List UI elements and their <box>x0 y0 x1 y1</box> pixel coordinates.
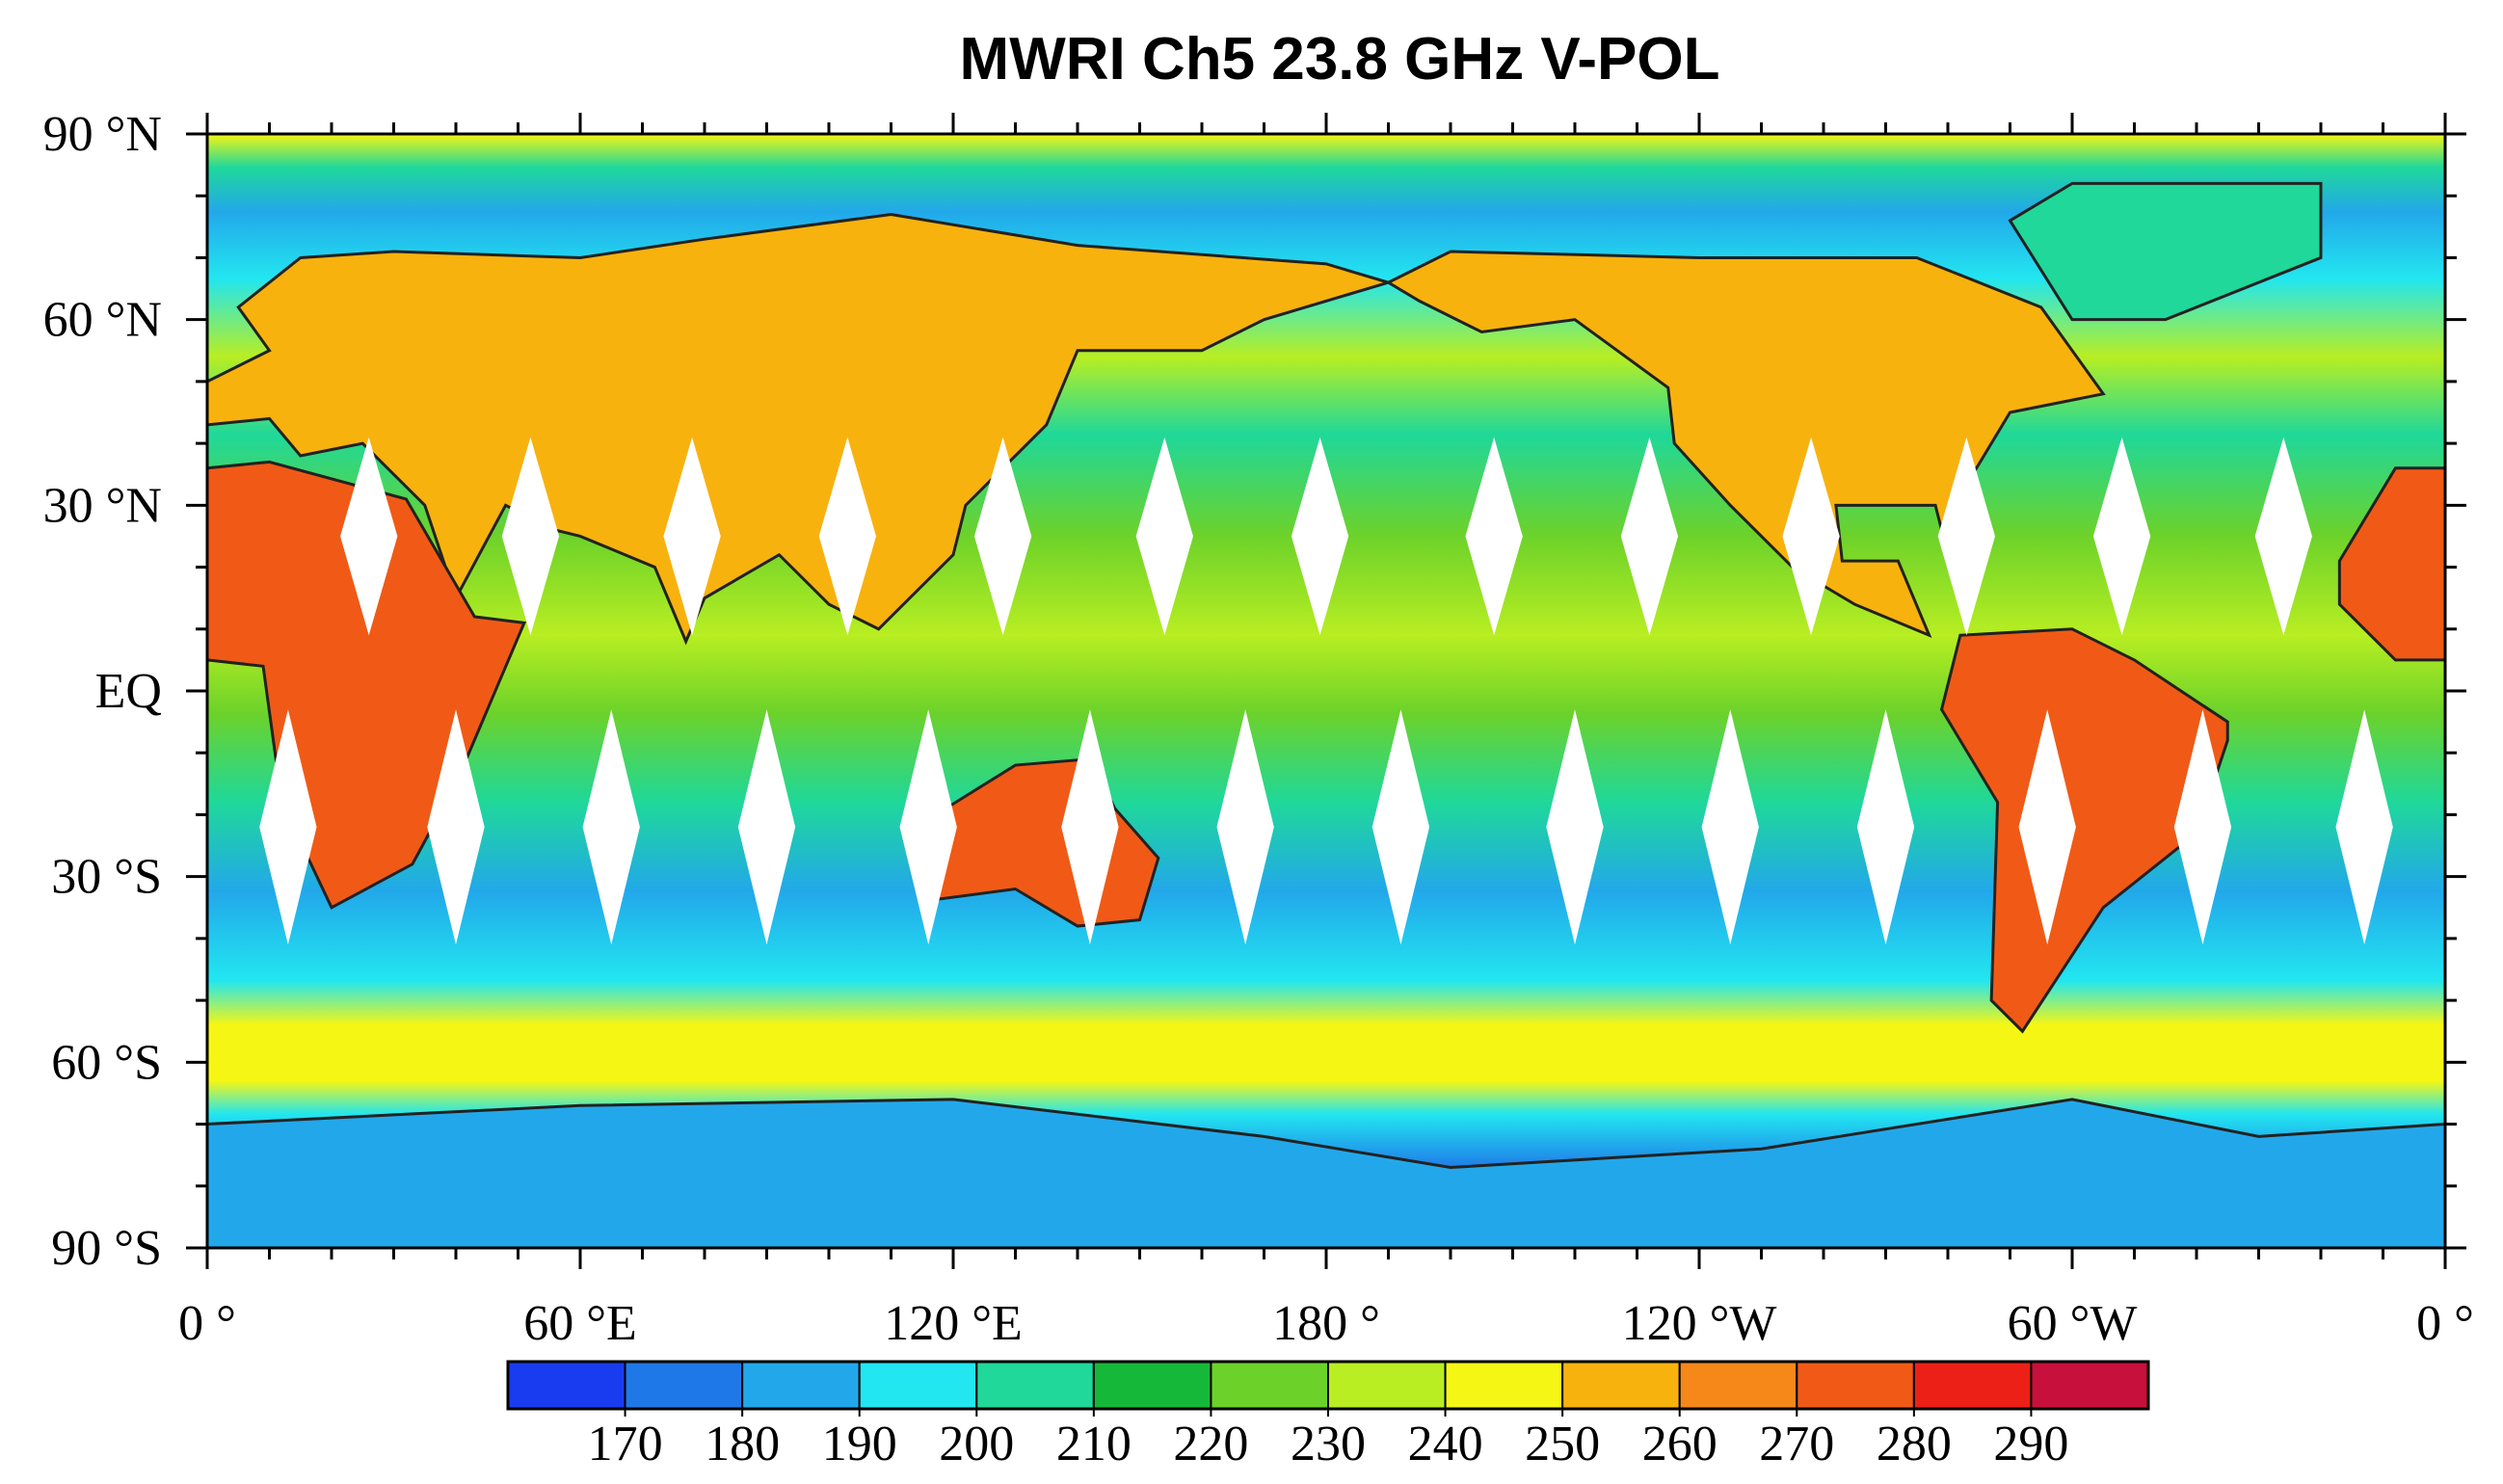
lon-label: 120 °E <box>884 1296 1023 1351</box>
lon-label: 60 °E <box>523 1296 637 1351</box>
orbit-gap <box>1291 437 1349 636</box>
lon-label: 0 ° <box>2416 1296 2474 1351</box>
orbit-gap <box>259 709 317 945</box>
orbit-gap <box>340 437 398 636</box>
map-area <box>207 134 2445 1248</box>
orbit-gap <box>818 437 877 636</box>
colorbar-bin <box>2030 1361 2149 1410</box>
colorbar-tick-label: 220 <box>1173 1417 1248 1471</box>
colorbar-bin <box>1678 1361 1798 1410</box>
colorbar-bin <box>1210 1361 1330 1410</box>
axis-labels: 90 °N 60 °N 30 °N EQ 30 °S 60 °S 90 °S 0 ° 60 °E… <box>43 107 2474 1351</box>
lon-label: 0 ° <box>178 1296 236 1351</box>
lon-label: 120 °W <box>1622 1296 1777 1351</box>
colorbar-bin <box>1796 1361 1915 1410</box>
colorbar-bin <box>507 1361 626 1410</box>
orbit-gap <box>1546 709 1604 945</box>
colorbar: 170 180 190 200 210 220 230 240 250 260 270 280 290 <box>506 1360 2150 1471</box>
orbit-gap <box>1620 437 1679 636</box>
colorbar-bin <box>975 1361 1095 1410</box>
orbit-gap <box>899 709 957 945</box>
colorbar-bin <box>624 1361 744 1410</box>
lon-label: 60 °W <box>2008 1296 2138 1351</box>
colorbar-bin <box>1327 1361 1447 1410</box>
orbit-gap <box>427 709 485 945</box>
colorbar-tick-label: 230 <box>1291 1417 1366 1471</box>
lat-label: EQ <box>95 664 162 719</box>
antarctica <box>207 1098 2445 1248</box>
orbit-gap <box>1701 709 1759 945</box>
colorbar-bin <box>858 1361 978 1410</box>
colorbar-tick-label: 270 <box>1759 1417 1834 1471</box>
colorbar-bin <box>741 1361 861 1410</box>
title: MWRI Ch5 23.8 GHz V-POL <box>960 26 1720 93</box>
orbit-gap <box>582 709 640 945</box>
colorbar-tick-label: 240 <box>1408 1417 1483 1471</box>
greenland <box>2008 181 2323 322</box>
orbit-gap <box>1061 709 1119 945</box>
lat-label: 60 °N <box>43 293 162 348</box>
orbit-gap <box>737 709 796 945</box>
orbit-gap <box>2173 709 2232 945</box>
lat-label: 30 °S <box>51 850 162 905</box>
orbit-gap <box>2254 437 2312 636</box>
orbit-gap <box>1856 709 1915 945</box>
north-america <box>1385 250 2106 638</box>
lat-label: 90 °S <box>51 1221 162 1276</box>
colorbar-bin <box>1561 1361 1681 1410</box>
orbit-gap <box>1371 709 1430 945</box>
lat-label: 60 °S <box>51 1035 162 1090</box>
orbit-gap <box>1135 437 1193 636</box>
orbit-gap <box>1465 437 1523 636</box>
orbit-gap <box>1937 437 1996 636</box>
south-america <box>1939 627 2229 1034</box>
africa-west <box>2337 466 2445 662</box>
colorbar-tick-label: 250 <box>1525 1417 1600 1471</box>
lat-label: 90 °N <box>43 107 162 162</box>
orbit-gap <box>1782 437 1840 636</box>
orbit-gap <box>2018 709 2076 945</box>
orbit-gap <box>663 437 721 636</box>
orbit-gap <box>1216 709 1274 945</box>
lat-label: 30 °N <box>43 478 162 533</box>
orbit-gap <box>501 437 560 636</box>
colorbar-tick-label: 260 <box>1642 1417 1717 1471</box>
colorbar-bin <box>1912 1361 2033 1410</box>
orbit-gap <box>2092 437 2151 636</box>
ticks <box>186 113 2466 1269</box>
colorbar-tick-label: 290 <box>1993 1417 2068 1471</box>
colorbar-tick-label: 200 <box>939 1417 1014 1471</box>
colorbar-bin <box>1444 1361 1564 1410</box>
lon-label: 180 ° <box>1272 1296 1380 1351</box>
orbit-gap <box>973 437 1032 636</box>
colorbar-tick-label: 280 <box>1877 1417 1952 1471</box>
orbit-gap <box>2335 709 2393 945</box>
colorbar-bin <box>1092 1361 1212 1410</box>
colorbar-tick-label: 210 <box>1056 1417 1132 1471</box>
colorbar-tick-label: 190 <box>822 1417 897 1471</box>
colorbar-tick-label: 180 <box>705 1417 780 1471</box>
colorbar-tick-label: 170 <box>588 1417 663 1471</box>
